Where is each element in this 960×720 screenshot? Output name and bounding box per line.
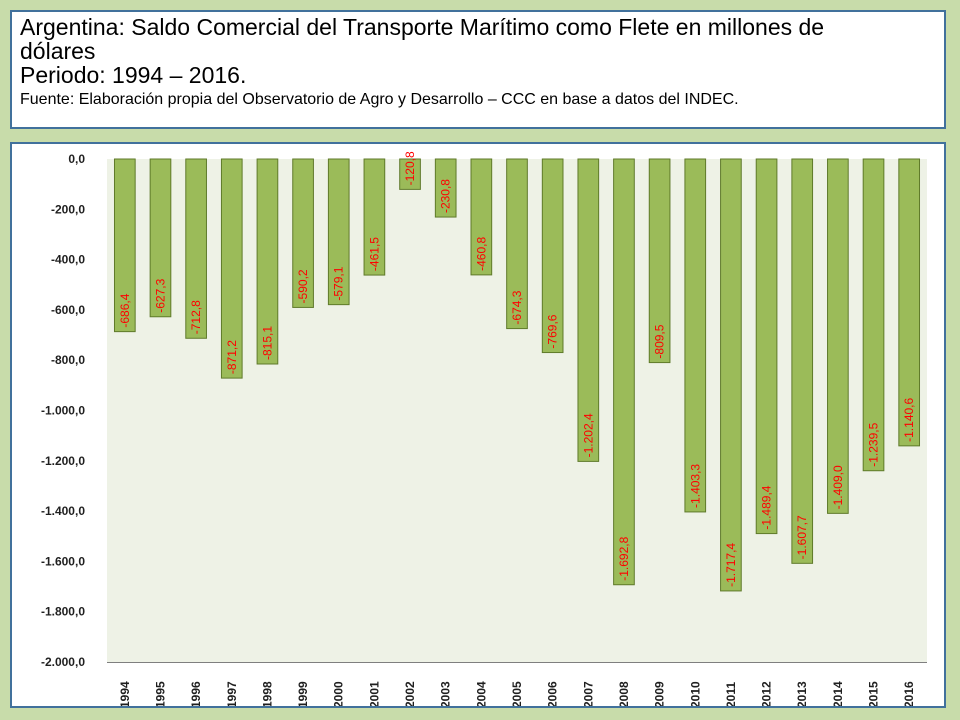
data-label: -712,8: [189, 300, 203, 334]
bar: [862, 158, 885, 472]
y-tick-label: -1.000,0: [41, 404, 85, 418]
bar: [541, 158, 564, 354]
bar: [470, 158, 493, 276]
bar: [684, 158, 707, 513]
x-tick-label: 2004: [474, 681, 488, 706]
data-label: -579,1: [332, 266, 346, 300]
bar: [434, 158, 457, 218]
x-tick-label: 2015: [867, 681, 881, 706]
x-tick-label: 2000: [332, 681, 346, 706]
bar: [720, 158, 742, 592]
y-tick-label: -2.000,0: [41, 655, 85, 669]
bar: [613, 158, 635, 586]
x-tick-label: 2008: [617, 681, 631, 706]
data-label: -120,8: [403, 151, 417, 185]
bar: [577, 158, 600, 462]
bar: [149, 158, 172, 318]
x-tick-label: 1995: [153, 681, 167, 706]
bar: [755, 158, 778, 535]
y-tick-label: -400,0: [51, 253, 85, 267]
x-tick-label: 1998: [260, 681, 274, 706]
title-box: Argentina: Saldo Comercial del Transport…: [10, 10, 946, 129]
x-tick-label: 2001: [367, 681, 381, 706]
x-tick-label: 2011: [724, 682, 738, 706]
x-tick-label: 2014: [831, 681, 845, 706]
data-label: -1.403,3: [688, 464, 702, 508]
x-tick-label: 1996: [189, 681, 203, 706]
chart-source: Fuente: Elaboración propia del Observato…: [20, 91, 739, 108]
data-label: -686,4: [118, 293, 132, 327]
data-label: -1.239,5: [867, 422, 881, 466]
data-label: -1.202,4: [581, 413, 595, 457]
chart-box: 0,0 -200,0 -400,0 -600,0 -800,0 -1.000,0 -1.20…: [10, 142, 946, 708]
bar-chart: 0,0 -200,0 -400,0 -600,0 -800,0 -1.000,0 -1.20…: [41, 151, 927, 706]
bar: [256, 158, 279, 365]
x-tick-label: 2006: [546, 681, 560, 706]
y-tick-label: -1.800,0: [41, 605, 85, 619]
bar: [185, 158, 207, 339]
x-tick-label: 2010: [688, 681, 702, 706]
x-tick-label: 2012: [760, 681, 774, 706]
bar: [791, 158, 814, 564]
bar: [363, 158, 386, 276]
x-tick-label: 1997: [225, 681, 239, 706]
data-label: -815,1: [260, 326, 274, 360]
y-tick-label: -600,0: [51, 303, 85, 317]
data-label: -627,3: [153, 278, 167, 312]
y-tick-label: -1.200,0: [41, 454, 85, 468]
bar: [327, 158, 350, 306]
x-tick-label: 2013: [795, 681, 809, 706]
y-tick-label: -1.600,0: [41, 554, 85, 568]
data-label: -1.409,0: [831, 465, 845, 509]
data-label: -590,2: [296, 269, 310, 303]
x-tick-label: 2003: [439, 681, 453, 706]
y-tick-label: -1.400,0: [41, 504, 85, 518]
chart-title-line2: dólares: [20, 38, 96, 64]
chart-title-line1: Argentina: Saldo Comercial del Transport…: [20, 14, 825, 40]
x-tick-label: 2002: [403, 681, 417, 706]
y-tick-label: -800,0: [51, 353, 85, 367]
bar: [827, 158, 849, 514]
data-label: -1.717,4: [724, 543, 738, 587]
y-tick-label: 0,0: [68, 152, 85, 166]
bar: [220, 158, 243, 379]
bar: [292, 158, 314, 308]
data-label: -871,2: [225, 340, 239, 374]
x-tick-label: 2007: [581, 681, 595, 706]
x-tick-label: 2005: [510, 681, 524, 706]
bar: [648, 158, 671, 364]
data-label: -1.692,8: [617, 536, 631, 580]
data-label: -461,5: [367, 237, 381, 271]
bar: [399, 158, 421, 190]
x-tick-label: 2016: [902, 681, 916, 706]
data-label: -460,8: [474, 237, 488, 271]
bar: [506, 158, 528, 330]
y-tick-label: -200,0: [51, 202, 85, 216]
x-tick-label: 2009: [653, 681, 667, 706]
data-label: -809,5: [653, 324, 667, 358]
x-tick-label: 1994: [118, 681, 132, 706]
data-label: -1.489,4: [760, 485, 774, 529]
chart-period: Periodo: 1994 – 2016.: [20, 62, 247, 88]
bar: [113, 158, 136, 333]
x-tick-label: 1999: [296, 681, 310, 706]
data-label: -1.607,7: [795, 515, 809, 559]
bar: [898, 158, 921, 447]
data-label: -674,3: [510, 290, 524, 324]
data-label: -230,8: [439, 179, 453, 213]
data-label: -1.140,6: [902, 398, 916, 442]
data-label: -769,6: [546, 314, 560, 348]
